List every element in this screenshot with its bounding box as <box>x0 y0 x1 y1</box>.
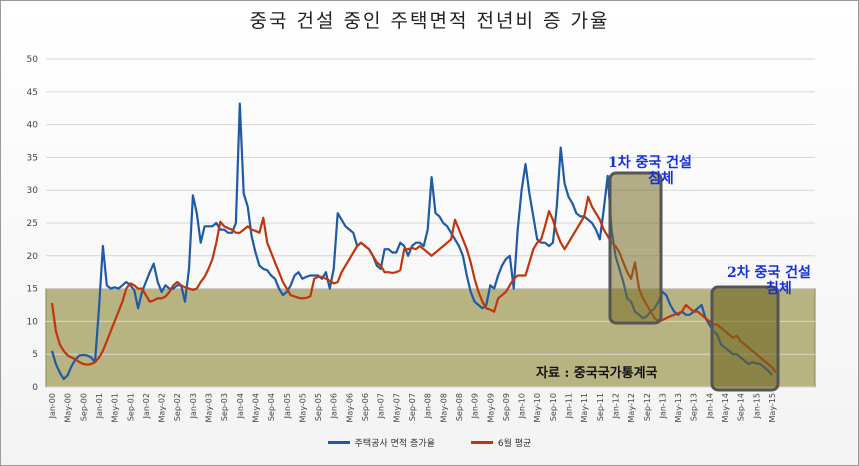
y-tick-label: 0 <box>32 383 38 393</box>
x-tick-label: May-04 <box>251 393 260 422</box>
annotation-1-line2: 침체 <box>648 171 674 187</box>
x-tick-label: Jan-00 <box>48 393 57 419</box>
x-tick-label: Sep-02 <box>173 393 182 421</box>
x-tick-label: Sep-05 <box>314 393 323 421</box>
highlight-box-1 <box>608 171 663 325</box>
x-tick-label: Jan-09 <box>471 393 480 419</box>
legend: 주택공사 면적 증가율 6월 평균 <box>0 436 859 449</box>
x-tick-label: Sep-14 <box>737 393 746 421</box>
x-tick-label: May-12 <box>627 393 636 422</box>
x-tick-label: Sep-04 <box>267 393 276 421</box>
annotation-2-line1: 2차 중국 건설 <box>727 265 811 281</box>
x-tick-label: May-00 <box>64 393 73 422</box>
legend-swatch-red <box>470 441 493 444</box>
x-tick-label: Jan-14 <box>705 393 714 419</box>
y-tick-label: 15 <box>27 285 38 295</box>
x-tick-label: Jan-05 <box>283 393 292 419</box>
y-tick-label: 20 <box>27 252 39 262</box>
legend-item-housing: 주택공사 면적 증가율 <box>327 436 435 449</box>
x-tick-label: Sep-03 <box>220 393 229 421</box>
x-tick-label: Jan-10 <box>518 393 527 419</box>
y-tick-label: 50 <box>27 55 39 65</box>
x-tick-label: May-13 <box>674 393 683 422</box>
x-tick-label: Sep-06 <box>361 393 370 421</box>
x-tick-label: Jan-13 <box>658 393 667 419</box>
x-tick-label: May-08 <box>439 393 448 422</box>
x-tick-label: May-02 <box>158 393 167 422</box>
x-tick-label: May-11 <box>580 393 589 422</box>
x-tick-label: May-06 <box>345 393 354 422</box>
x-tick-label: May-07 <box>392 393 401 422</box>
x-tick-label: Jan-01 <box>95 393 104 419</box>
x-tick-label: Sep-01 <box>126 393 135 421</box>
x-tick-label: May-03 <box>205 393 214 422</box>
x-tick-label: Sep-07 <box>408 393 417 421</box>
x-tick-label: Sep-12 <box>643 393 652 421</box>
annotation-2-line2: 침체 <box>766 281 792 297</box>
source-note: 자료 : 중국국가통계국 <box>536 366 658 381</box>
x-tick-label: May-05 <box>298 393 307 422</box>
x-tick-label: Sep-00 <box>79 393 88 421</box>
legend-label-6m-avg: 6월 평균 <box>497 439 532 449</box>
legend-swatch-blue <box>327 441 350 444</box>
x-tick-label: Jan-06 <box>330 393 339 419</box>
x-tick-label: Jan-12 <box>611 393 620 419</box>
x-tick-label: Jan-08 <box>424 393 433 419</box>
chart-title: 중국 건설 중인 주택면적 전년비 증 가율 <box>249 10 610 32</box>
annotation-1-line1: 1차 중국 건설 <box>608 155 692 171</box>
x-tick-label: Jan-02 <box>142 393 151 419</box>
x-tick-label: May-09 <box>486 393 495 422</box>
x-tick-label: Sep-13 <box>690 393 699 421</box>
x-tick-label: Sep-11 <box>596 393 605 421</box>
y-tick-label: 30 <box>27 186 39 196</box>
legend-item-6m-avg: 6월 평균 <box>470 436 532 449</box>
x-tick-label: Jan-04 <box>236 393 245 419</box>
highlight-box-2 <box>710 285 780 392</box>
x-tick-label: Jan-03 <box>189 393 198 419</box>
x-tick-label: Sep-08 <box>455 393 464 421</box>
x-tick-label: May-10 <box>533 393 542 422</box>
x-tick-label: May-14 <box>721 393 730 422</box>
y-tick-label: 10 <box>27 317 39 327</box>
x-tick-label: Sep-09 <box>502 393 511 421</box>
y-tick-label: 40 <box>27 121 39 131</box>
y-tick-label: 35 <box>27 153 38 163</box>
y-tick-label: 45 <box>27 88 38 98</box>
x-tick-label: Jan-15 <box>752 393 761 419</box>
y-tick-label: 5 <box>32 350 38 360</box>
x-tick-label: May-01 <box>111 393 120 422</box>
highlight-band-0-15 <box>45 288 816 388</box>
legend-label-housing: 주택공사 면적 증가율 <box>354 439 435 449</box>
x-tick-label: May-15 <box>768 393 777 422</box>
x-tick-label: Jan-07 <box>377 393 386 419</box>
x-tick-label: Sep-10 <box>549 393 558 421</box>
x-tick-label: Jan-11 <box>565 393 574 419</box>
y-tick-label: 25 <box>27 219 38 229</box>
